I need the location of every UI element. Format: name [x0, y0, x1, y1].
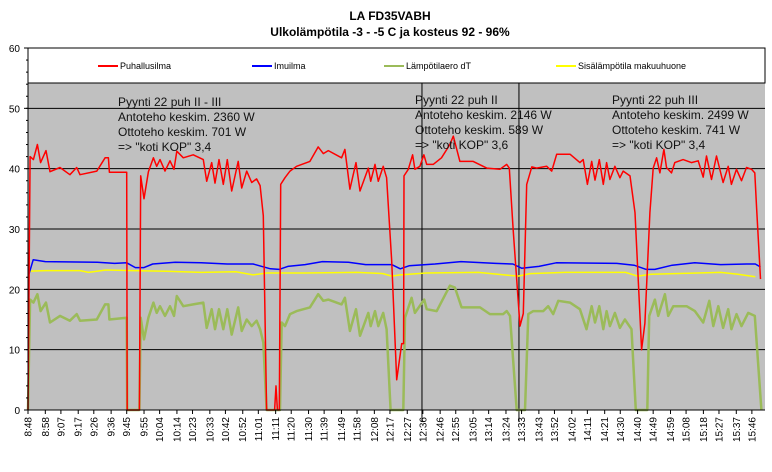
x-tick-label: 14:11 [583, 417, 594, 442]
x-tick-label: 14:59 [666, 417, 677, 442]
x-tick-label: 9:36 [107, 417, 118, 437]
legend-label: Imuilma [274, 61, 306, 71]
x-tick-label: 12:08 [370, 417, 381, 442]
marker-lines [421, 83, 520, 422]
legend-label: Sisälämpötila makuuhuone [578, 61, 686, 71]
x-ticks: 8:48 8:58 9:07 9:17 9:26 9:36 9:45 9:55 10:04 10:… [24, 410, 758, 442]
x-tick-label: 13:33 [517, 417, 528, 442]
x-tick-label: 9:26 [89, 417, 100, 437]
x-tick-label: 10:33 [205, 417, 216, 442]
y-tick-label: 40 [9, 165, 21, 176]
x-tick-label: 12:55 [451, 417, 462, 442]
annotation-line: Antoteho keskim. 2360 W [118, 110, 255, 124]
x-tick-label: 13:43 [534, 417, 545, 442]
x-tick-label: 12:27 [403, 417, 414, 442]
y-tick-label: 30 [9, 225, 21, 236]
x-tick-label: 9:55 [140, 417, 151, 437]
y-tick-label: 10 [9, 346, 21, 357]
x-tick-label: 11:39 [320, 417, 331, 442]
y-tick-label: 60 [9, 44, 21, 55]
x-tick-label: 14:40 [633, 417, 644, 442]
legend: Puhallusilma Imuilma Lämpötilaero dT Sisälä… [27, 47, 766, 84]
legend-label: Puhallusilma [120, 61, 171, 71]
legend-label: Lämpötilaero dT [406, 61, 472, 71]
chart-title: LA FD35VABH [349, 9, 430, 23]
x-tick-label: 13:14 [484, 417, 495, 442]
annotation-line: Pyynti 22 puh II [415, 93, 498, 107]
x-tick-label: 15:08 [682, 417, 693, 442]
x-tick-label: 13:52 [550, 417, 561, 442]
x-tick-label: 14:21 [600, 417, 611, 442]
annotation-line: => "koti KOP" 3,6 [415, 138, 509, 152]
annotation-line: => "koti KOP" 3,4 [118, 140, 212, 154]
x-tick-label: 11:30 [304, 417, 315, 442]
annotation-line: => "koti KOP" 3,4 [612, 138, 706, 152]
x-tick-label: 8:48 [24, 417, 35, 437]
y-tick-label: 50 [9, 104, 21, 115]
y-ticks: 0 10 20 30 40 50 60 [9, 44, 28, 417]
annotation-line: Ottoteho keskim. 701 W [118, 125, 247, 139]
x-tick-label: 15:37 [732, 417, 743, 442]
x-tick-label: 11:58 [353, 417, 364, 442]
y-tick-label: 0 [14, 406, 20, 417]
x-tick-label: 12:36 [418, 417, 429, 442]
annotation-line: Ottoteho keskim. 741 W [612, 123, 741, 137]
x-tick-label: 13:05 [469, 417, 480, 442]
x-tick-label: 10:23 [188, 417, 199, 442]
x-tick-label: 9:45 [122, 417, 133, 437]
x-tick-label: 14:02 [567, 417, 578, 442]
x-tick-label: 10:04 [155, 417, 166, 442]
x-tick-label: 11:11 [271, 417, 282, 441]
annotation-line: Pyynti 22 puh II - III [118, 95, 221, 109]
x-tick-label: 12:17 [385, 417, 396, 442]
x-tick-label: 10:42 [221, 417, 232, 442]
series-line-sis-l-mp-tila-makuuhuone [27, 269, 756, 278]
y-tick-label: 20 [9, 285, 21, 296]
x-tick-label: 15:18 [699, 417, 710, 442]
x-tick-label: 10:52 [238, 417, 249, 442]
annotation-line: Antoteho keskim. 2146 W [415, 108, 552, 122]
x-tick-label: 9:17 [74, 417, 85, 437]
x-tick-label: 12:46 [436, 417, 447, 442]
x-tick-label: 15:46 [747, 417, 758, 442]
annotation-line: Ottoteho keskim. 589 W [415, 123, 544, 137]
x-tick-label: 14:49 [649, 417, 660, 442]
chart-subtitle: Ulkolämpötila -3 - -5 C ja kosteus 92 - … [270, 25, 510, 39]
x-tick-label: 14:30 [616, 417, 627, 442]
x-tick-label: 11:20 [287, 417, 298, 442]
x-tick-label: 15:27 [714, 417, 725, 442]
series-line-puhallusilma [27, 135, 762, 411]
x-tick-label: 11:49 [337, 417, 348, 442]
x-tick-label: 11:01 [254, 417, 265, 442]
x-tick-label: 13:24 [501, 417, 512, 442]
x-tick-label: 10:14 [172, 417, 183, 442]
annotation-line: Pyynti 22 puh III [612, 93, 698, 107]
annotation-line: Antoteho keskim. 2499 W [612, 108, 749, 122]
x-tick-label: 8:58 [41, 417, 52, 437]
x-tick-label: 9:07 [56, 417, 67, 437]
